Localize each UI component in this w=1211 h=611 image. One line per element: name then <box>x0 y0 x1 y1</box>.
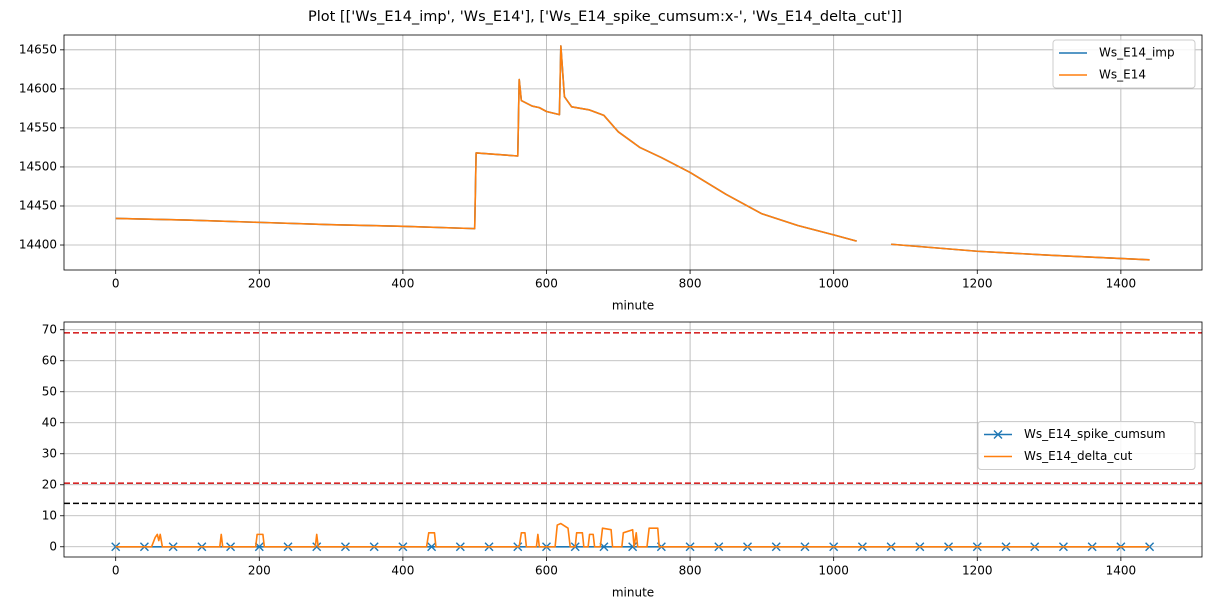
axes-frame <box>63 34 1203 271</box>
y-tick-label: 50 <box>42 384 57 398</box>
x-tick-label: 400 <box>391 564 414 578</box>
x-tick-label: 1000 <box>818 564 849 578</box>
x-tick-label: 0 <box>112 277 120 291</box>
marker <box>628 542 638 552</box>
y-tick-label: 30 <box>42 446 57 460</box>
y-tick-label: 10 <box>42 508 57 522</box>
legend-label: Ws_E14_delta_cut <box>1024 449 1133 463</box>
x-tick-label: 200 <box>248 277 271 291</box>
x-tick-label: 400 <box>391 277 414 291</box>
x-tick-label: 1200 <box>962 564 993 578</box>
legend: Ws_E14_spike_cumsum Ws_E14_delta_cut <box>977 421 1196 470</box>
x-tick-label: 600 <box>535 564 558 578</box>
x-tick-label: 800 <box>679 277 702 291</box>
axes-frame <box>63 321 1203 558</box>
y-tick-label: 14500 <box>19 159 57 173</box>
x-tick-label: 1400 <box>1106 564 1137 578</box>
x-tick-label: 800 <box>679 564 702 578</box>
y-tick-label: 70 <box>42 322 57 336</box>
y-tick-label: 0 <box>49 539 57 553</box>
marker <box>312 542 322 552</box>
plot-area <box>115 45 1150 261</box>
plot-area <box>64 332 1202 552</box>
legend-box <box>1052 39 1196 89</box>
y-tick-label: 60 <box>42 353 57 367</box>
legend-label: Ws_E14_imp <box>1099 46 1175 60</box>
y-tick-label: 14400 <box>19 238 57 252</box>
marker <box>427 542 437 552</box>
y-tick-label: 14650 <box>19 42 57 56</box>
x-tick-label: 200 <box>248 564 271 578</box>
x-tick-label: 1200 <box>962 277 993 291</box>
y-tick-label: 14550 <box>19 120 57 134</box>
x-tick-label: 0 <box>112 564 120 578</box>
y-tick-label: 14600 <box>19 81 57 95</box>
y-tick-label: 40 <box>42 415 57 429</box>
x-tick-label: 1000 <box>818 277 849 291</box>
series-line <box>115 522 1150 548</box>
y-tick-label: 14450 <box>19 198 57 212</box>
x-tick-label: 1400 <box>1106 277 1137 291</box>
legend-marker <box>993 430 1003 439</box>
figure-title: Plot [['Ws_E14_imp', 'Ws_E14'], ['Ws_E14… <box>308 9 902 25</box>
legend-label: Ws_E14_spike_cumsum <box>1024 427 1166 441</box>
legend: Ws_E14_imp Ws_E14 <box>1052 39 1196 89</box>
legend-label: Ws_E14 <box>1099 68 1146 82</box>
x-tick-label: 600 <box>535 277 558 291</box>
y-tick-label: 20 <box>42 477 57 491</box>
x-axis-label: minute <box>612 299 654 313</box>
series-line <box>115 45 1150 261</box>
legend-box <box>977 421 1196 470</box>
x-axis-label: minute <box>612 586 654 600</box>
